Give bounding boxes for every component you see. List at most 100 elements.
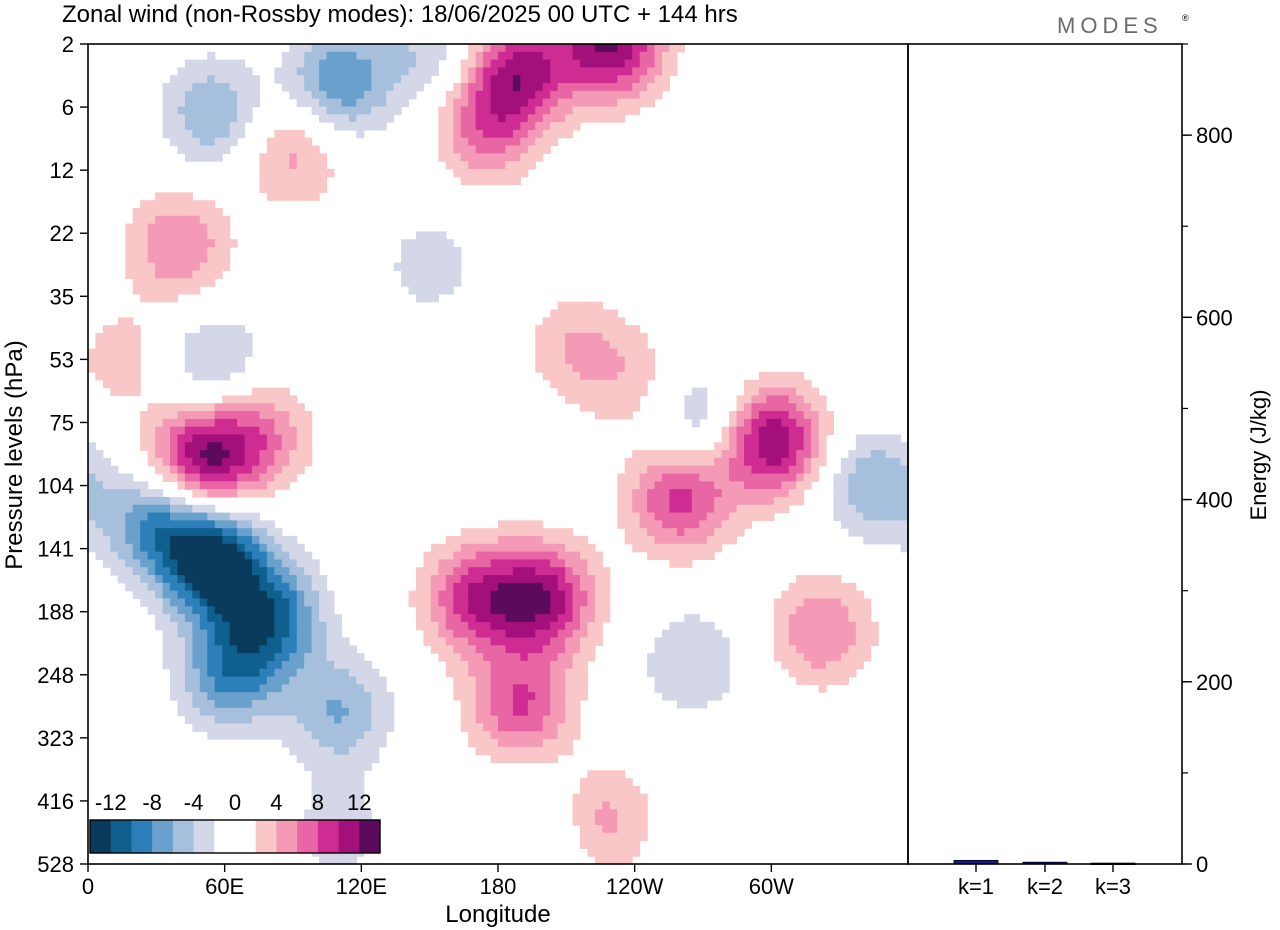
heatmap-cell	[654, 473, 663, 482]
heatmap-cell	[818, 442, 827, 451]
heatmap-cell	[266, 653, 275, 662]
heatmap-cell	[833, 645, 842, 654]
heatmap-cell	[177, 637, 186, 646]
heatmap-cell	[721, 426, 730, 436]
heatmap-cell	[207, 75, 216, 84]
heatmap-cell	[386, 700, 395, 709]
heatmap-cell	[721, 528, 730, 537]
heatmap-cell	[848, 653, 857, 662]
heatmap-cell	[192, 559, 201, 568]
heatmap-cell	[326, 707, 335, 717]
heatmap-cell	[430, 567, 439, 576]
heatmap-cell	[155, 247, 164, 256]
heatmap-cell	[88, 473, 97, 482]
heatmap-cell	[878, 528, 887, 537]
heatmap-cell	[699, 465, 708, 475]
heatmap-cell	[773, 403, 782, 412]
heatmap-cell	[259, 567, 268, 576]
heatmap-cell	[520, 684, 529, 693]
heatmap-cell	[512, 520, 521, 529]
heatmap-cell	[319, 161, 328, 170]
heatmap-cell	[438, 137, 447, 147]
heatmap-cell	[542, 614, 551, 623]
heatmap-cell	[132, 286, 141, 295]
heatmap-cell	[691, 403, 700, 412]
heatmap-cell	[184, 231, 193, 240]
heatmap-cell	[356, 715, 365, 725]
heatmap-cell	[147, 239, 156, 248]
heatmap-cell	[565, 598, 574, 607]
heatmap-cell	[788, 418, 797, 428]
heatmap-cell	[132, 543, 141, 553]
heatmap-cell	[326, 67, 335, 76]
heatmap-cell	[304, 83, 313, 92]
heatmap-cell	[468, 629, 477, 639]
heatmap-cell	[505, 83, 514, 92]
heatmap-cell	[237, 559, 246, 568]
heatmap-cell	[557, 684, 566, 693]
heatmap-cell	[781, 645, 790, 654]
heatmap-cell	[274, 559, 283, 568]
heatmap-cell	[550, 51, 559, 61]
heatmap-cell	[840, 598, 849, 607]
heatmap-cell	[88, 543, 97, 553]
heatmap-cell	[311, 161, 320, 170]
heatmap-cell	[483, 168, 492, 178]
heatmap-cell	[699, 543, 708, 553]
heatmap-cell	[356, 692, 365, 701]
heatmap-cell	[609, 83, 618, 92]
heatmap-cell	[818, 606, 827, 615]
heatmap-cell	[95, 340, 104, 350]
heatmap-cell	[736, 465, 745, 475]
heatmap-cell	[580, 356, 589, 365]
heatmap-cell	[460, 606, 469, 615]
heatmap-cell	[483, 129, 492, 139]
heatmap-cell	[490, 528, 499, 537]
heatmap-cell	[594, 301, 603, 311]
heatmap-cell	[706, 520, 715, 529]
heatmap-cell	[565, 301, 574, 311]
heatmap-cell	[348, 98, 357, 108]
heatmap-cell	[177, 668, 186, 678]
heatmap-cell	[177, 239, 186, 248]
heatmap-cell	[326, 645, 335, 654]
heatmap-cell	[259, 481, 268, 490]
heatmap-cell	[803, 653, 812, 662]
heatmap-cell	[662, 660, 671, 670]
heatmap-cell	[326, 98, 335, 108]
heatmap-cell	[199, 403, 208, 412]
heatmap-cell	[535, 356, 544, 365]
heatmap-cell	[177, 450, 186, 459]
heatmap-cell	[550, 707, 559, 717]
heatmap-cell	[587, 83, 596, 92]
heatmap-cell	[788, 645, 797, 654]
heatmap-cell	[304, 754, 313, 764]
heatmap-cell	[199, 645, 208, 654]
heatmap-cell	[430, 551, 439, 561]
heatmap-cell	[550, 114, 559, 123]
heatmap-cell	[140, 567, 149, 576]
heatmap-cell	[483, 551, 492, 561]
heatmap-cell	[676, 496, 685, 506]
heatmap-cell	[594, 372, 603, 381]
heatmap-cell	[617, 489, 626, 498]
heatmap-cell	[222, 551, 231, 561]
heatmap-cell	[140, 278, 149, 287]
heatmap-cell	[244, 684, 253, 693]
heatmap-cell	[483, 83, 492, 92]
heatmap-cell	[773, 473, 782, 482]
heatmap-cell	[438, 44, 447, 53]
heatmap-cell	[527, 137, 536, 147]
heatmap-cell	[125, 528, 134, 537]
heatmap-cell	[319, 746, 328, 756]
heatmap-cell	[542, 582, 551, 592]
colorbar-segment	[235, 820, 257, 853]
heatmap-cell	[266, 582, 275, 592]
heatmap-cell	[527, 739, 536, 748]
heatmap-cell	[341, 668, 350, 678]
heatmap-cell	[184, 692, 193, 701]
heatmap-cell	[535, 582, 544, 592]
heatmap-cell	[699, 692, 708, 701]
heatmap-cell	[572, 379, 581, 389]
heatmap-cell	[363, 668, 372, 678]
